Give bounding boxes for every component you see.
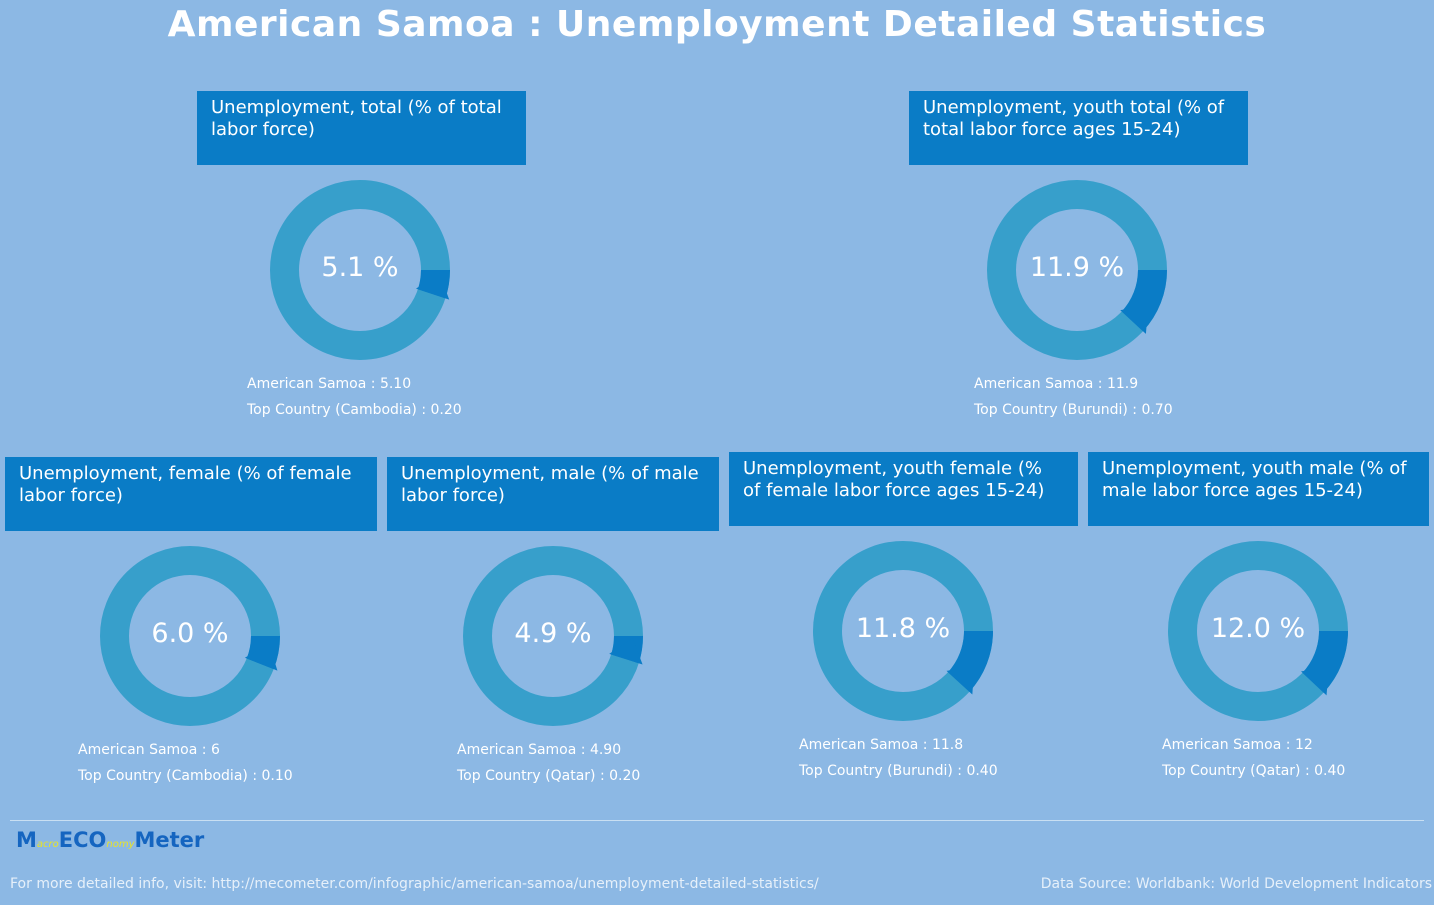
donut-chart-female <box>100 546 280 726</box>
country-value-youth-male: American Samoa : 12 <box>1162 737 1313 753</box>
donut-value-male: 4.9 % <box>514 618 592 649</box>
logo-acro: acro <box>36 839 59 850</box>
chart-header-youth-total: Unemployment, youth total (% of total la… <box>909 91 1248 165</box>
logo: MacroECOnomyMeter <box>16 828 204 852</box>
donut-chart-youth-total <box>987 180 1167 360</box>
donut-arrowhead <box>415 273 450 300</box>
donut-arrowhead <box>609 638 643 665</box>
country-value-youth-female: American Samoa : 11.8 <box>799 737 964 753</box>
footer-info-link[interactable]: For more detailed info, visit: http://me… <box>10 876 819 892</box>
donut-value-youth-female: 11.8 % <box>855 613 951 644</box>
footer-data-source: Data Source: Worldbank: World Developmen… <box>1040 876 1432 892</box>
top-country-youth-male: Top Country (Qatar) : 0.40 <box>1162 763 1346 779</box>
donut-chart-total <box>270 180 450 360</box>
logo-meter: Meter <box>134 828 205 852</box>
donut-chart-youth-female <box>813 541 993 721</box>
logo-nomy: nomy <box>106 839 135 850</box>
donut-value-female: 6.0 % <box>151 618 229 649</box>
chart-header-female: Unemployment, female (% of female labor … <box>5 457 377 531</box>
country-value-youth-total: American Samoa : 11.9 <box>974 376 1139 392</box>
donut-arrowhead <box>1120 305 1149 334</box>
country-value-female: American Samoa : 6 <box>78 742 220 758</box>
donut-arrowhead <box>946 666 975 695</box>
logo-m: M <box>16 828 37 852</box>
donut-chart-youth-male <box>1168 541 1348 721</box>
top-country-total: Top Country (Cambodia) : 0.20 <box>247 402 462 418</box>
donut-arrowhead <box>244 643 278 671</box>
donut-arrowhead <box>1301 667 1329 696</box>
donut-chart-male <box>463 546 643 726</box>
chart-header-total: Unemployment, total (% of total labor fo… <box>197 91 526 165</box>
country-value-male: American Samoa : 4.90 <box>457 742 622 758</box>
top-country-female: Top Country (Cambodia) : 0.10 <box>78 768 293 784</box>
country-value-total: American Samoa : 5.10 <box>247 376 412 392</box>
chart-header-male: Unemployment, male (% of male labor forc… <box>387 457 719 531</box>
top-country-youth-female: Top Country (Burundi) : 0.40 <box>799 763 998 779</box>
donut-value-youth-male: 12.0 % <box>1210 613 1306 644</box>
footer-divider <box>10 820 1424 821</box>
donut-value-youth-total: 11.9 % <box>1029 252 1125 283</box>
top-country-youth-total: Top Country (Burundi) : 0.70 <box>974 402 1173 418</box>
top-country-male: Top Country (Qatar) : 0.20 <box>457 768 641 784</box>
chart-header-youth-female: Unemployment, youth female (% of female … <box>729 452 1078 526</box>
chart-header-youth-male: Unemployment, youth male (% of male labo… <box>1088 452 1429 526</box>
logo-eco: ECO <box>58 828 107 852</box>
page-title: American Samoa : Unemployment Detailed S… <box>167 4 1267 45</box>
donut-value-total: 5.1 % <box>321 252 399 283</box>
